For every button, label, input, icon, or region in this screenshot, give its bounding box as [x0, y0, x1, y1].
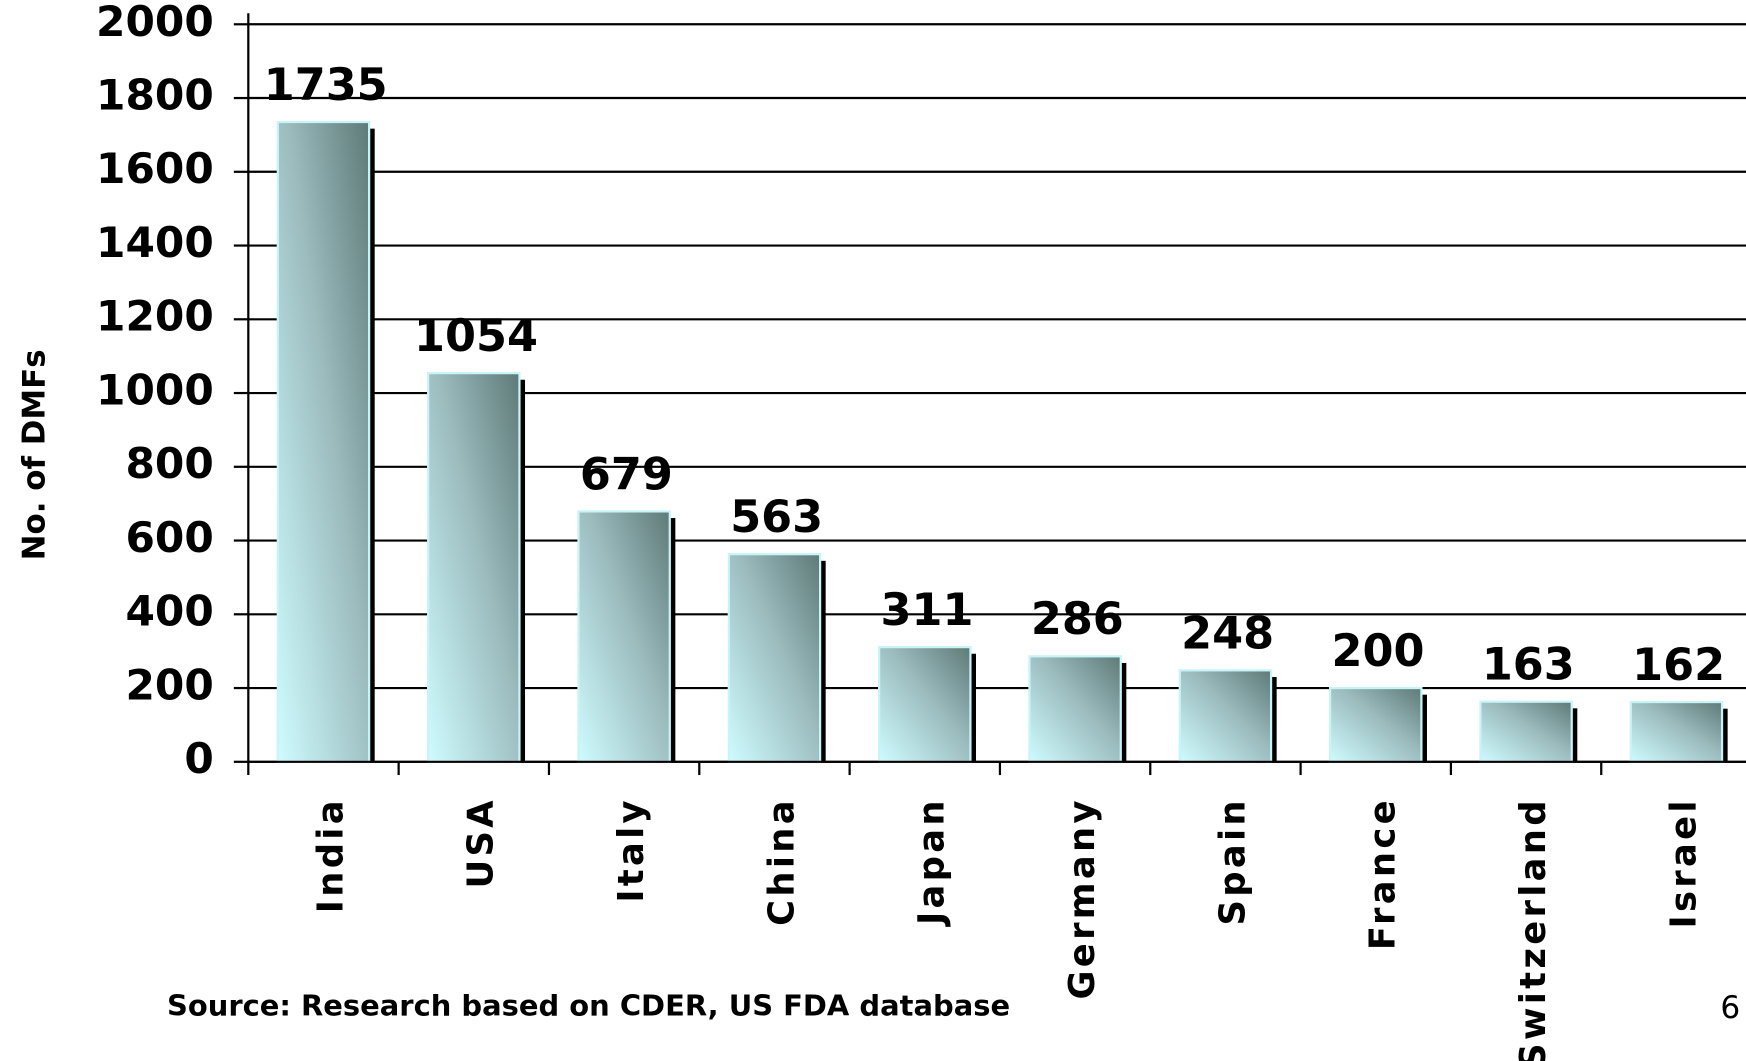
page-number: 6 [1720, 990, 1740, 1026]
y-tick-label: 1800 [96, 71, 214, 120]
data-label: 248 [1181, 608, 1274, 659]
x-tick-label: USA [461, 797, 502, 888]
bar [727, 553, 822, 763]
bar [878, 646, 972, 763]
data-label: 311 [881, 585, 974, 636]
y-tick-label: 1000 [96, 366, 214, 415]
data-label: 679 [580, 450, 673, 501]
y-tick-label: 800 [125, 439, 213, 488]
bar [1028, 655, 1122, 763]
source-note: Source: Research based on CDER, US FDA d… [167, 989, 1010, 1023]
y-tick-label: 0 [184, 734, 213, 783]
y-tick-label: 1200 [96, 292, 214, 341]
x-tick-label: Germany [1062, 797, 1103, 999]
y-axis-title: No. of DMFs [16, 349, 52, 560]
y-tick-label: 400 [125, 587, 213, 636]
x-tick-label: China [761, 797, 802, 926]
y-tick-label: 600 [125, 513, 213, 562]
data-label: 563 [730, 492, 823, 543]
bar [1479, 700, 1573, 763]
x-tick-label: Italy [611, 797, 652, 903]
bar [1328, 686, 1423, 763]
x-tick-label: Switzerland [1513, 797, 1554, 1061]
data-label: 162 [1632, 640, 1725, 691]
bar [577, 510, 671, 763]
bar [1178, 669, 1273, 763]
y-tick-label: 200 [125, 661, 213, 710]
bar [1629, 700, 1724, 763]
bar [276, 120, 371, 763]
data-label: 1735 [264, 60, 388, 111]
x-tick-label: France [1363, 797, 1404, 950]
x-tick-label: Japan [912, 797, 953, 927]
y-tick-label: 2000 [96, 0, 214, 46]
y-tick-label: 1400 [96, 218, 214, 267]
data-label: 1054 [414, 311, 538, 362]
y-tick-label: 1600 [96, 144, 214, 193]
data-label: 286 [1031, 594, 1124, 645]
data-label: 163 [1482, 640, 1575, 691]
x-tick-label: Spain [1212, 797, 1253, 925]
data-label: 200 [1331, 626, 1424, 677]
x-tick-label: India [310, 797, 351, 913]
bar [427, 372, 521, 763]
x-tick-label: Israel [1663, 797, 1704, 928]
